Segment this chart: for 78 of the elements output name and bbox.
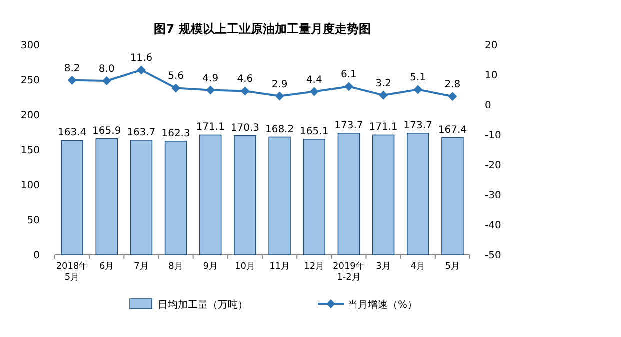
data-label: 173.7 [404,120,432,132]
data-label: 4.4 [306,74,322,86]
point [68,76,77,85]
x-tick-label: 11月 [270,262,290,272]
data-label: 163.4 [58,128,87,139]
data-label: 5.1 [410,72,426,84]
x-tick-label: 4月 [410,262,426,272]
point [136,66,146,75]
bar [164,140,188,256]
point [102,76,112,86]
data-label: 6.1 [341,70,357,81]
data-label: 3.2 [376,78,392,90]
data-label: 4.9 [202,73,219,84]
chart-title: 图7 规模以上工业原油加工量月度走势图 [154,22,371,36]
data-label: 4.6 [237,74,254,86]
data-label: 167.4 [438,124,468,136]
point [172,84,181,93]
data-label: 8.2 [64,63,80,74]
bar [303,139,326,256]
data-label: 2.8 [444,80,461,91]
data-label: 8.0 [98,64,115,75]
data-label: 171.1 [196,122,225,134]
data-label: 5.6 [168,71,184,82]
y-tick-label: 300 [20,40,40,52]
x-tick-label: 3月 [376,262,391,272]
y2-tick-label: -40 [485,220,502,232]
y2-tick-label: 20 [485,40,498,52]
point [448,92,458,102]
x-tick-label: 5月 [445,262,460,272]
point [275,92,284,101]
data-label: 171.1 [369,122,398,134]
bar [96,138,118,256]
point [310,87,319,96]
bar [442,137,464,256]
y-tick-label: 250 [20,76,40,86]
data-label: 173.7 [334,120,364,132]
x-tick-label: 7月 [134,262,149,272]
y2-tick-label: -10 [485,130,502,142]
bar [234,135,256,256]
bar [61,140,84,256]
data-label: 11.6 [130,53,153,64]
data-label: 162.3 [162,128,190,140]
bar [130,140,153,256]
data-label: 165.9 [92,126,122,137]
y-tick-label: 50 [27,216,40,226]
data-label: 168.2 [265,124,294,136]
data-label: 163.7 [127,127,156,138]
y2-tick-label: -20 [485,160,502,172]
bar [338,133,360,256]
bar [407,133,430,256]
point [344,82,354,92]
legend-label: 当月增速（%） [348,299,418,311]
point [379,90,388,100]
legend-label: 日均加工量（万吨） [158,299,248,311]
x-tick-label: 12月 [304,262,325,272]
y2-tick-label: -30 [485,190,502,202]
x-tick-label: 8月 [168,262,184,272]
y-tick-label: 100 [20,180,40,192]
y2-tick-label: 0 [485,100,492,112]
bar [372,134,395,256]
y2-tick-label: 10 [485,70,498,82]
y-tick-label: 0 [34,250,40,262]
point [240,86,250,96]
data-label: 170.3 [230,122,260,134]
bar [200,134,222,256]
x-tick-label: 6月 [100,262,114,272]
bar [268,136,291,256]
point [414,85,423,94]
data-label: 2.9 [272,79,288,90]
x-tick-label: 10月 [234,262,256,272]
y-tick-label: 150 [20,146,40,156]
data-label: 165.1 [300,126,329,138]
x-tick-label: 9月 [203,262,218,272]
y2-tick-label: -50 [485,250,502,262]
x-tick-label: 2019年 1-2月 [333,261,365,283]
y-tick-label: 200 [20,110,40,122]
point [206,86,216,95]
x-tick-label: 2018年 5月 [56,261,88,283]
